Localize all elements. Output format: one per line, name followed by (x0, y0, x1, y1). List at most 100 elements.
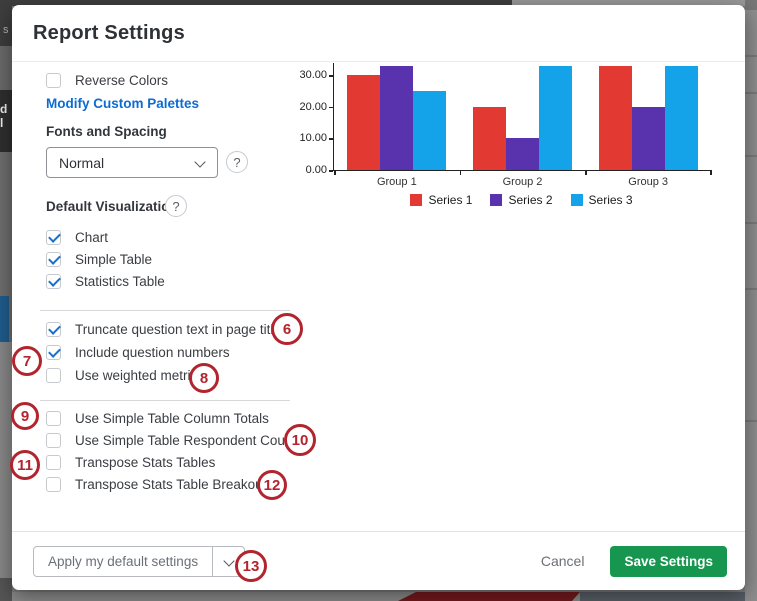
background-row-line (745, 288, 757, 290)
checkbox[interactable] (46, 252, 61, 267)
modify-custom-palettes-link[interactable]: Modify Custom Palettes (46, 96, 200, 111)
chart-legend: Series 1 Series 2 Series 3 (333, 193, 710, 207)
annotation-circle-9: 9 (11, 402, 39, 430)
background-row-line (745, 92, 757, 94)
background-top-strip (512, 0, 745, 6)
checkbox-row[interactable]: Use Simple Table Respondent Counts (46, 433, 303, 448)
bar-series-2-group-3 (631, 106, 665, 170)
apply-default-settings-button[interactable]: Apply my default settings (48, 553, 199, 569)
fonts-and-spacing-label: Fonts and Spacing (46, 124, 167, 139)
x-axis-tick (459, 170, 462, 175)
legend-swatch (570, 194, 583, 206)
y-axis-label: 10.00 (299, 132, 327, 145)
x-axis-label: Group 1 (376, 176, 417, 188)
checkbox[interactable] (46, 73, 61, 88)
y-axis-tick (329, 75, 333, 77)
checkbox[interactable] (46, 345, 61, 360)
annotation-circle-6: 6 (271, 313, 303, 345)
checkbox-label: Use Simple Table Column Totals (75, 411, 269, 426)
apply-dropdown-toggle[interactable] (212, 546, 244, 576)
checkbox-row[interactable]: Chart (46, 230, 165, 245)
reverse-colors-checkbox-row[interactable]: Reverse Colors (46, 73, 168, 88)
y-axis-tick (329, 106, 333, 109)
checkbox-label: Statistics Table (75, 274, 165, 289)
background-row-line (745, 155, 757, 157)
bar-series-1-group-2 (473, 106, 506, 170)
select-value: Normal (59, 154, 105, 171)
section-divider (40, 310, 290, 311)
checkbox-label: Include question numbers (75, 345, 230, 360)
checkbox-row[interactable]: Transpose Stats Tables (46, 455, 303, 470)
checkbox[interactable] (46, 411, 61, 426)
checkbox[interactable] (46, 433, 61, 448)
chart-y-axis-labels: 30.00 20.00 10.00 0.00 (295, 63, 327, 176)
checkbox-row[interactable]: Statistics Table (46, 274, 165, 289)
annotation-circle-7: 7 (12, 346, 42, 376)
chevron-down-icon (194, 156, 206, 168)
checkbox[interactable] (46, 368, 61, 383)
save-settings-button[interactable]: Save Settings (610, 545, 727, 577)
legend-label: Series 2 (508, 193, 553, 207)
default-visualizations-group: Chart Simple Table Statistics Table (46, 230, 165, 296)
preview-bar-chart: 30.00 20.00 10.00 0.00 Group 1 Group 2 Group … (295, 63, 740, 213)
checkbox-row[interactable]: Include question numbers (46, 345, 288, 360)
checkbox-row[interactable]: Use Simple Table Column Totals (46, 411, 303, 426)
bar-series-3-group-3 (664, 65, 698, 170)
background-page-left: s d l (0, 0, 12, 601)
background-page-right (745, 0, 757, 601)
checkbox[interactable] (46, 230, 61, 245)
chevron-down-icon (222, 555, 235, 567)
checkbox-label: Simple Table (75, 252, 153, 267)
annotation-circle-12: 12 (257, 470, 287, 500)
background-row-line (745, 222, 757, 224)
background-page-bottom (12, 592, 745, 601)
legend-label: Series 3 (588, 193, 633, 207)
question-options-group: Truncate question text in page titles Inc… (46, 322, 288, 391)
fonts-spacing-select[interactable]: Normal (46, 147, 218, 178)
x-axis-label: Group 3 (628, 176, 669, 188)
checkbox-label: Reverse Colors (75, 73, 169, 88)
bar-series-2-group-2 (506, 138, 539, 170)
annotation-circle-11: 11 (10, 450, 40, 480)
x-axis-tick (710, 170, 712, 175)
default-visualizations-help-icon[interactable]: ? (165, 195, 187, 217)
background-blue-block (0, 296, 9, 342)
y-axis-tick (329, 138, 333, 140)
annotation-circle-8: 8 (189, 363, 219, 393)
checkbox[interactable] (46, 477, 61, 492)
checkbox-label: Transpose Stats Tables (75, 455, 216, 470)
checkbox-row[interactable]: Truncate question text in page titles (46, 322, 288, 337)
checkbox-row[interactable]: Simple Table (46, 252, 165, 267)
bar-series-1-group-1 (347, 75, 381, 170)
section-divider (40, 400, 290, 401)
annotation-circle-10: 10 (284, 424, 316, 456)
legend-swatch (410, 194, 423, 206)
legend-item: Series 1 (410, 193, 472, 207)
background-block (0, 578, 12, 601)
background-top-strip (12, 0, 512, 6)
legend-item: Series 3 (570, 193, 633, 207)
bar-series-3-group-2 (539, 65, 572, 170)
checkbox-row[interactable]: Transpose Stats Table Breakouts (46, 477, 303, 492)
page-title: Report Settings (33, 22, 185, 44)
cancel-button[interactable]: Cancel (540, 553, 585, 569)
background-block (580, 592, 745, 601)
apply-default-settings-split-button[interactable]: Apply my default settings (33, 545, 246, 577)
y-axis-label: 0.00 (305, 164, 327, 176)
dialog-footer: Apply my default settings Cancel Save Se… (12, 531, 745, 590)
checkbox[interactable] (46, 455, 61, 470)
chart-plot-area: Group 1 Group 2 Group 3 (333, 63, 712, 188)
background-text-fragment: s (0, 0, 12, 46)
fonts-help-icon[interactable]: ? (226, 151, 248, 173)
background-text-fragment: d l (0, 90, 12, 152)
checkbox[interactable] (46, 274, 61, 289)
checkbox-label: Transpose Stats Table Breakouts (75, 477, 274, 492)
table-options-group: Use Simple Table Column Totals Use Simple… (46, 411, 303, 499)
checkbox-row[interactable]: Use weighted metrics (46, 368, 288, 383)
legend-item: Series 2 (490, 193, 553, 207)
checkbox[interactable] (46, 322, 61, 337)
background-block (0, 342, 12, 578)
bar-series-1-group-3 (598, 65, 632, 170)
default-visualizations-label: Default Visualizations (46, 199, 186, 214)
checkbox-label: Use Simple Table Respondent Counts (75, 433, 303, 448)
